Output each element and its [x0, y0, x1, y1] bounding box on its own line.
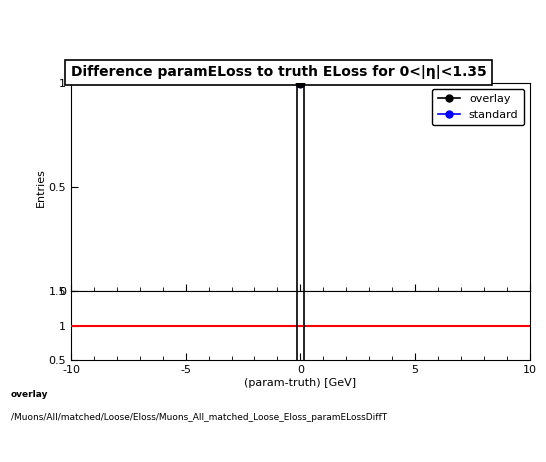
Text: /Muons/All/matched/Loose/Eloss/Muons_All_matched_Loose_Eloss_paramELossDiffT: /Muons/All/matched/Loose/Eloss/Muons_All… [11, 413, 387, 422]
Legend: overlay, standard: overlay, standard [432, 89, 524, 125]
Y-axis label: Entries: Entries [35, 168, 46, 207]
Text: Difference paramELoss to truth ELoss for 0<|η|<1.35: Difference paramELoss to truth ELoss for… [71, 65, 486, 79]
X-axis label: (param-truth) [GeV]: (param-truth) [GeV] [244, 378, 357, 388]
Text: overlay: overlay [11, 390, 49, 399]
